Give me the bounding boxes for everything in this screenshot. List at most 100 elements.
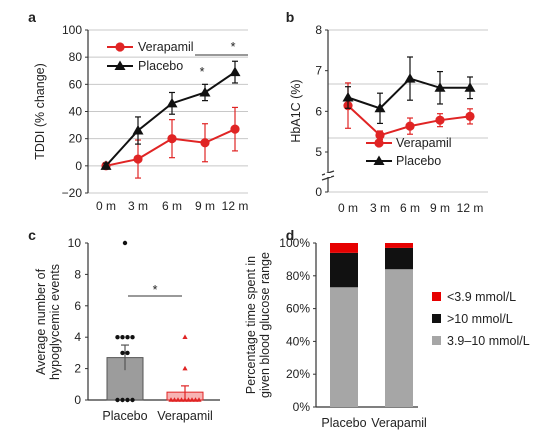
panel-b-data-point (342, 92, 354, 102)
panel-label-c: c (28, 227, 36, 243)
panel-b-data-point (465, 111, 475, 121)
panel-d-legend-label: >10 mmol/L (447, 312, 513, 326)
panel-c-data-point (125, 335, 130, 340)
panel-d-ytick-label: 100% (279, 236, 310, 250)
panel-b-legend-label: Verapamil (396, 136, 452, 150)
panel-c-y-axis-label: Average number ofhypoglycemic events (34, 264, 62, 380)
panel-a-significance-star: * (200, 65, 205, 79)
panel-a-ytick-label: 40 (69, 105, 83, 119)
panel-d-legend-label: 3.9–10 mmol/L (447, 334, 530, 348)
panel-a-xtick-label: 6 m (162, 199, 182, 213)
panel-c-y-axis-label-line: hypoglycemic events (48, 264, 62, 380)
panel-b-series-line-0 (347, 104, 471, 137)
panel-b-ytick-label: 6 (315, 104, 322, 118)
panel-a-data-point (200, 138, 210, 148)
panel-c-ytick-label: 8 (74, 267, 81, 281)
panel-label-a: a (28, 9, 36, 25)
panel-c-data-point (178, 397, 185, 402)
panel-c-data-point (120, 397, 125, 403)
panel-c-data-point (185, 397, 192, 402)
panel-c-data-point (130, 397, 135, 403)
panel-b-data-point (375, 130, 385, 140)
panel-b-ytick-label: 5 (315, 145, 322, 159)
panel-a-xtick-label: 9 m (195, 199, 215, 213)
panel-a-legend-marker (114, 60, 126, 70)
panel-c-ytick-label: 2 (74, 362, 81, 376)
panel-b-axis-break-gap (325, 173, 331, 177)
panel-b-series-line-1 (347, 77, 470, 110)
panel-c-data-point (196, 397, 202, 402)
panel-c-data-point (125, 397, 130, 403)
panel-d-bar-segment-1 (385, 247, 413, 270)
panel-d-ytick-label: 80% (286, 269, 310, 283)
panel-c-data-point (168, 397, 174, 402)
panel-c-data-point (120, 335, 125, 340)
panel-a-data-point (133, 154, 143, 164)
panel-b-data-point (434, 82, 446, 92)
panel-d-ytick-label: 20% (286, 367, 310, 381)
panel-d-legend-label: <3.9 mmol/L (447, 290, 516, 304)
panel-b-data-point (435, 115, 445, 125)
panel-d-y-axis-label: Percentage time spent ingiven blood gluc… (244, 252, 272, 398)
panel-c-data-point (122, 240, 128, 246)
panel-label-b: b (286, 9, 295, 25)
panel-d-bar-segment-0 (330, 287, 358, 407)
panel-b-xtick-label: 12 m (457, 201, 484, 215)
panel-c-data-point (189, 397, 195, 402)
panel-a-data-point (166, 97, 178, 108)
panel-a-ytick-label: 100 (62, 23, 82, 37)
panel-a-ytick-label: 20 (69, 132, 83, 146)
panel-label-d: d (286, 227, 295, 243)
panel-b-ytick-label: 7 (315, 64, 322, 78)
panel-b-xtick-label: 9 m (430, 201, 450, 215)
panel-b-ytick-label: 0 (315, 185, 322, 199)
panel-b-ytick-label: 8 (315, 23, 322, 37)
panel-c-data-point (115, 397, 120, 403)
panel-c-data-point (192, 397, 199, 402)
panel-a-xtick-label: 0 m (96, 199, 116, 213)
panel-d-y-axis-label-line: given blood glucose range (258, 252, 272, 398)
panel-a-legend-label: Verapamil (138, 40, 194, 54)
panel-a-xtick-label: 3 m (128, 199, 148, 213)
panel-b-axis-break (321, 175, 335, 181)
panel-c-ytick-label: 0 (74, 393, 81, 407)
panel-a-data-point (230, 124, 240, 134)
panel-c-data-point (120, 350, 125, 356)
panel-b-xtick-label: 0 m (338, 201, 358, 215)
panel-b-y-axis-label: HbA1C (%) (289, 79, 303, 142)
panel-d-xtick-label: Verapamil (371, 416, 427, 430)
panel-b-legend-marker (373, 155, 385, 165)
panel-b-xtick-label: 6 m (400, 201, 420, 215)
panel-a-legend-marker (115, 42, 125, 52)
panel-d-legend-swatch (432, 336, 441, 345)
panel-c-data-point (125, 350, 130, 356)
panel-d-bar-segment-0 (385, 269, 413, 407)
panel-d-ytick-label: 40% (286, 334, 310, 348)
panel-b-data-point (405, 121, 415, 131)
panel-c-data-point (175, 397, 181, 402)
panel-b-data-point (464, 82, 476, 92)
panel-c-xtick-label: Verapamil (157, 409, 213, 423)
panel-b-xtick-label: 3 m (370, 201, 390, 215)
panel-d-legend-swatch (432, 314, 441, 323)
panel-c-y-axis-label-line: Average number of (34, 268, 48, 375)
panel-a-ytick-label: −20 (62, 186, 83, 200)
panel-c-xtick-label: Placebo (102, 409, 147, 423)
panel-d-ytick-label: 0% (293, 400, 311, 414)
panel-c-data-point (115, 335, 120, 340)
panel-d-legend-swatch (432, 292, 441, 301)
panel-d-xtick-label: Placebo (321, 416, 366, 430)
panel-d-bar-segment-2 (385, 243, 413, 248)
panel-a-series-line-1 (105, 71, 236, 167)
panel-b-legend-marker (374, 138, 384, 148)
panel-a-data-point (199, 86, 211, 97)
panel-c-data-point (171, 397, 178, 402)
panel-d-ytick-label: 60% (286, 302, 310, 316)
panel-b-data-point (404, 73, 416, 83)
panel-a-data-point (132, 125, 144, 135)
panel-d-bar-segment-2 (330, 243, 358, 253)
panel-c-ytick-label: 6 (74, 299, 81, 313)
panel-c-ytick-label: 4 (74, 330, 81, 344)
panel-b-data-point (374, 102, 386, 113)
